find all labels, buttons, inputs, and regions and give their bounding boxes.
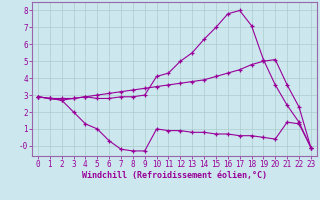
- X-axis label: Windchill (Refroidissement éolien,°C): Windchill (Refroidissement éolien,°C): [82, 171, 267, 180]
